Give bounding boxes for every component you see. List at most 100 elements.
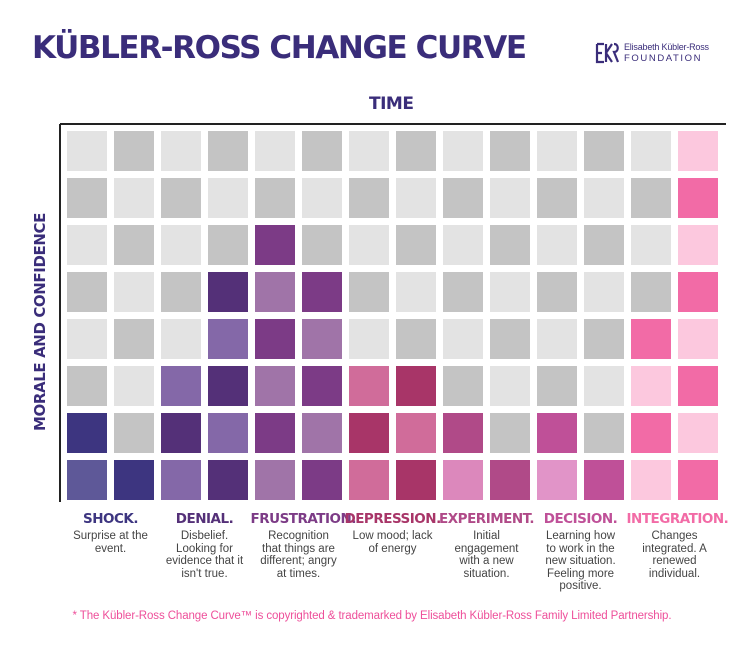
heatmap-cell (208, 460, 248, 500)
heatmap-cell (678, 131, 718, 171)
heatmap-cell (443, 225, 483, 265)
heatmap-cell (678, 225, 718, 265)
heatmap-cell (631, 460, 671, 500)
heatmap-cell (349, 460, 389, 500)
heatmap-cell (490, 131, 530, 171)
stage-description: Learning how to work in the new situatio… (545, 530, 616, 592)
heatmap-cell (584, 272, 624, 312)
heatmap-cell (584, 131, 624, 171)
heatmap-cell (349, 366, 389, 406)
stage-name: SHOCK. (83, 511, 139, 527)
heatmap-cell (443, 178, 483, 218)
stage-shock: SHOCK. Surprise at the event. (63, 511, 159, 555)
stage-name: DENIAL. (175, 511, 234, 527)
heatmap-cell (255, 225, 295, 265)
heatmap-cell (678, 272, 718, 312)
heatmap-cell (537, 178, 577, 218)
heatmap-cell (302, 319, 342, 359)
heatmap-cell (67, 413, 107, 453)
stage-denial: DENIAL. Disbelief. Looking for evidence t… (157, 511, 253, 580)
stage-name: EXPERIMENT. (439, 511, 534, 527)
heatmap-cell (67, 366, 107, 406)
heatmap-cell (537, 413, 577, 453)
stage-description: Initial engagement with a new situation. (454, 530, 519, 580)
heatmap-cell (631, 366, 671, 406)
heatmap-cell (67, 272, 107, 312)
heatmap-cell (490, 178, 530, 218)
heatmap-cell (302, 460, 342, 500)
stage-name: INTEGRATION. (626, 511, 729, 527)
heatmap-cell (584, 178, 624, 218)
heatmap-cell (161, 225, 201, 265)
heatmap-cell (161, 272, 201, 312)
copyright-footnote: * The Kübler-Ross Change Curve™ is copyr… (72, 610, 672, 622)
heatmap-cell (255, 131, 295, 171)
stage-depression: DEPRESSION. Low mood; lack of energy (344, 511, 442, 555)
stage-name: FRUSTRATION. (250, 511, 357, 527)
heatmap-cell (208, 366, 248, 406)
stage-description: Changes integrated. A renewed individual… (642, 530, 707, 580)
heatmap-cell (114, 366, 154, 406)
heatmap-cell (114, 225, 154, 265)
heatmap-cell (161, 460, 201, 500)
heatmap-cell (161, 178, 201, 218)
heatmap-cell (631, 272, 671, 312)
heatmap-cell (678, 413, 718, 453)
heatmap-cell (67, 319, 107, 359)
stage-description: Surprise at the event. (73, 530, 148, 555)
heatmap-cell (631, 319, 671, 359)
heatmap-cell (537, 460, 577, 500)
heatmap-cell (631, 131, 671, 171)
heatmap-cell (443, 131, 483, 171)
stage-name: DEPRESSION. (344, 511, 442, 527)
heatmap-cell (537, 319, 577, 359)
heatmap-cell (396, 366, 436, 406)
logo-text-name: Elisabeth Kübler-Ross (624, 42, 709, 52)
y-axis-label: MORALE AND CONFIDENCE (31, 213, 49, 431)
heatmap-cell (678, 366, 718, 406)
heatmap-cell (490, 460, 530, 500)
heatmap-cell (161, 131, 201, 171)
heatmap-cell (490, 413, 530, 453)
heatmap-cell (114, 131, 154, 171)
heatmap-cell (443, 319, 483, 359)
heatmap-cell (396, 319, 436, 359)
stage-frustration: FRUSTRATION. Recognition that things are … (250, 511, 357, 580)
heatmap-cell (67, 460, 107, 500)
heatmap-cell (584, 225, 624, 265)
stage-description: Recognition that things are different; a… (260, 530, 337, 580)
heatmap-cell (443, 460, 483, 500)
heatmap-cell (396, 272, 436, 312)
heatmap-cell (349, 413, 389, 453)
heatmap-cell (208, 272, 248, 312)
heatmap-cell (114, 319, 154, 359)
heatmap-cell (349, 319, 389, 359)
logo-text-foundation: FOUNDATION (624, 53, 703, 64)
heatmap-cell (443, 413, 483, 453)
heatmap-cell (114, 460, 154, 500)
stage-description: Low mood; lack of energy (352, 530, 433, 555)
heatmap-cell (584, 413, 624, 453)
stage-integration: INTEGRATION. Changes integrated. A renewe… (626, 511, 729, 580)
foundation-logo: Elisabeth Kübler-Ross FOUNDATION (594, 40, 724, 68)
heatmap-cell (349, 272, 389, 312)
heatmap-cell (584, 366, 624, 406)
heatmap-cell (114, 272, 154, 312)
heatmap-cell (490, 272, 530, 312)
heatmap-cell (396, 225, 436, 265)
heatmap-cell (67, 178, 107, 218)
heatmap-cell (114, 413, 154, 453)
heatmap-cell (302, 225, 342, 265)
heatmap-cell (255, 366, 295, 406)
heatmap-cell (678, 460, 718, 500)
heatmap-cell (302, 272, 342, 312)
heatmap-cell (349, 131, 389, 171)
heatmap-cell (631, 178, 671, 218)
heatmap-cell (255, 460, 295, 500)
heatmap-cell (631, 225, 671, 265)
heatmap-cell (67, 131, 107, 171)
stage-name: DECISION. (543, 511, 618, 527)
heatmap-cell (255, 413, 295, 453)
heatmap-cell (584, 319, 624, 359)
heatmap-cell (302, 178, 342, 218)
